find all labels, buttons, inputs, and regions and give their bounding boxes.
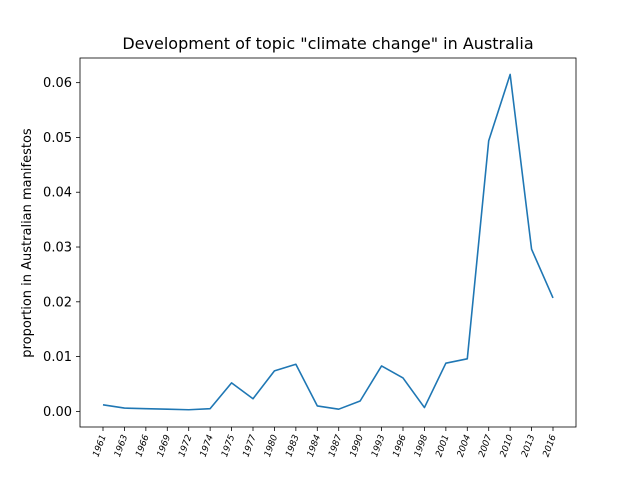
y-tick-label: 0.04 [43,186,72,201]
x-tick-label: 1963 [113,433,130,458]
x-tick-label: 2001 [434,434,451,459]
x-tick-label: 1984 [306,433,323,458]
y-tick-label: 0.06 [43,76,72,91]
x-tick-label: 2010 [499,433,516,458]
x-tick-label: 1969 [156,433,173,458]
y-tick-label: 0.01 [43,350,72,365]
x-axis: 1961 1963 1966 1969 1972 1974 1975 1977 1980 1983… [92,427,559,459]
x-tick-label: 1993 [370,433,387,458]
x-tick-label: 1990 [349,433,366,458]
x-tick-label: 2013 [520,433,537,458]
x-tick-label: 2007 [477,433,494,458]
x-tick-label: 1983 [284,433,301,458]
x-tick-label: 1980 [263,433,280,458]
x-tick-label: 1961 [92,434,109,459]
x-tick-label: 1972 [177,433,194,458]
series-line [102,73,554,411]
y-tick-label: 0.02 [43,295,72,310]
x-tick-label: 2016 [542,433,559,458]
chart-title: Development of topic "climate change" in… [122,34,533,53]
x-tick-label: 1987 [327,433,344,458]
y-tick-label: 0.05 [43,131,72,146]
y-tick-label: 0.03 [43,241,72,256]
x-tick-label: 1975 [220,433,237,458]
y-tick-label: 0.00 [43,405,72,420]
x-tick-label: 1977 [242,433,259,458]
x-tick-label: 1966 [134,433,151,458]
plot-frame [79,57,577,428]
y-axis: 0.00 0.01 0.02 0.03 0.04 0.05 0.06 [43,76,80,420]
x-tick-label: 1974 [199,433,216,458]
x-tick-label: 2004 [456,433,473,458]
y-axis-label: proportion in Australian manifestos [20,128,35,358]
x-tick-label: 1996 [392,433,409,458]
plot-series [102,73,554,411]
x-tick-label: 1998 [413,433,430,458]
